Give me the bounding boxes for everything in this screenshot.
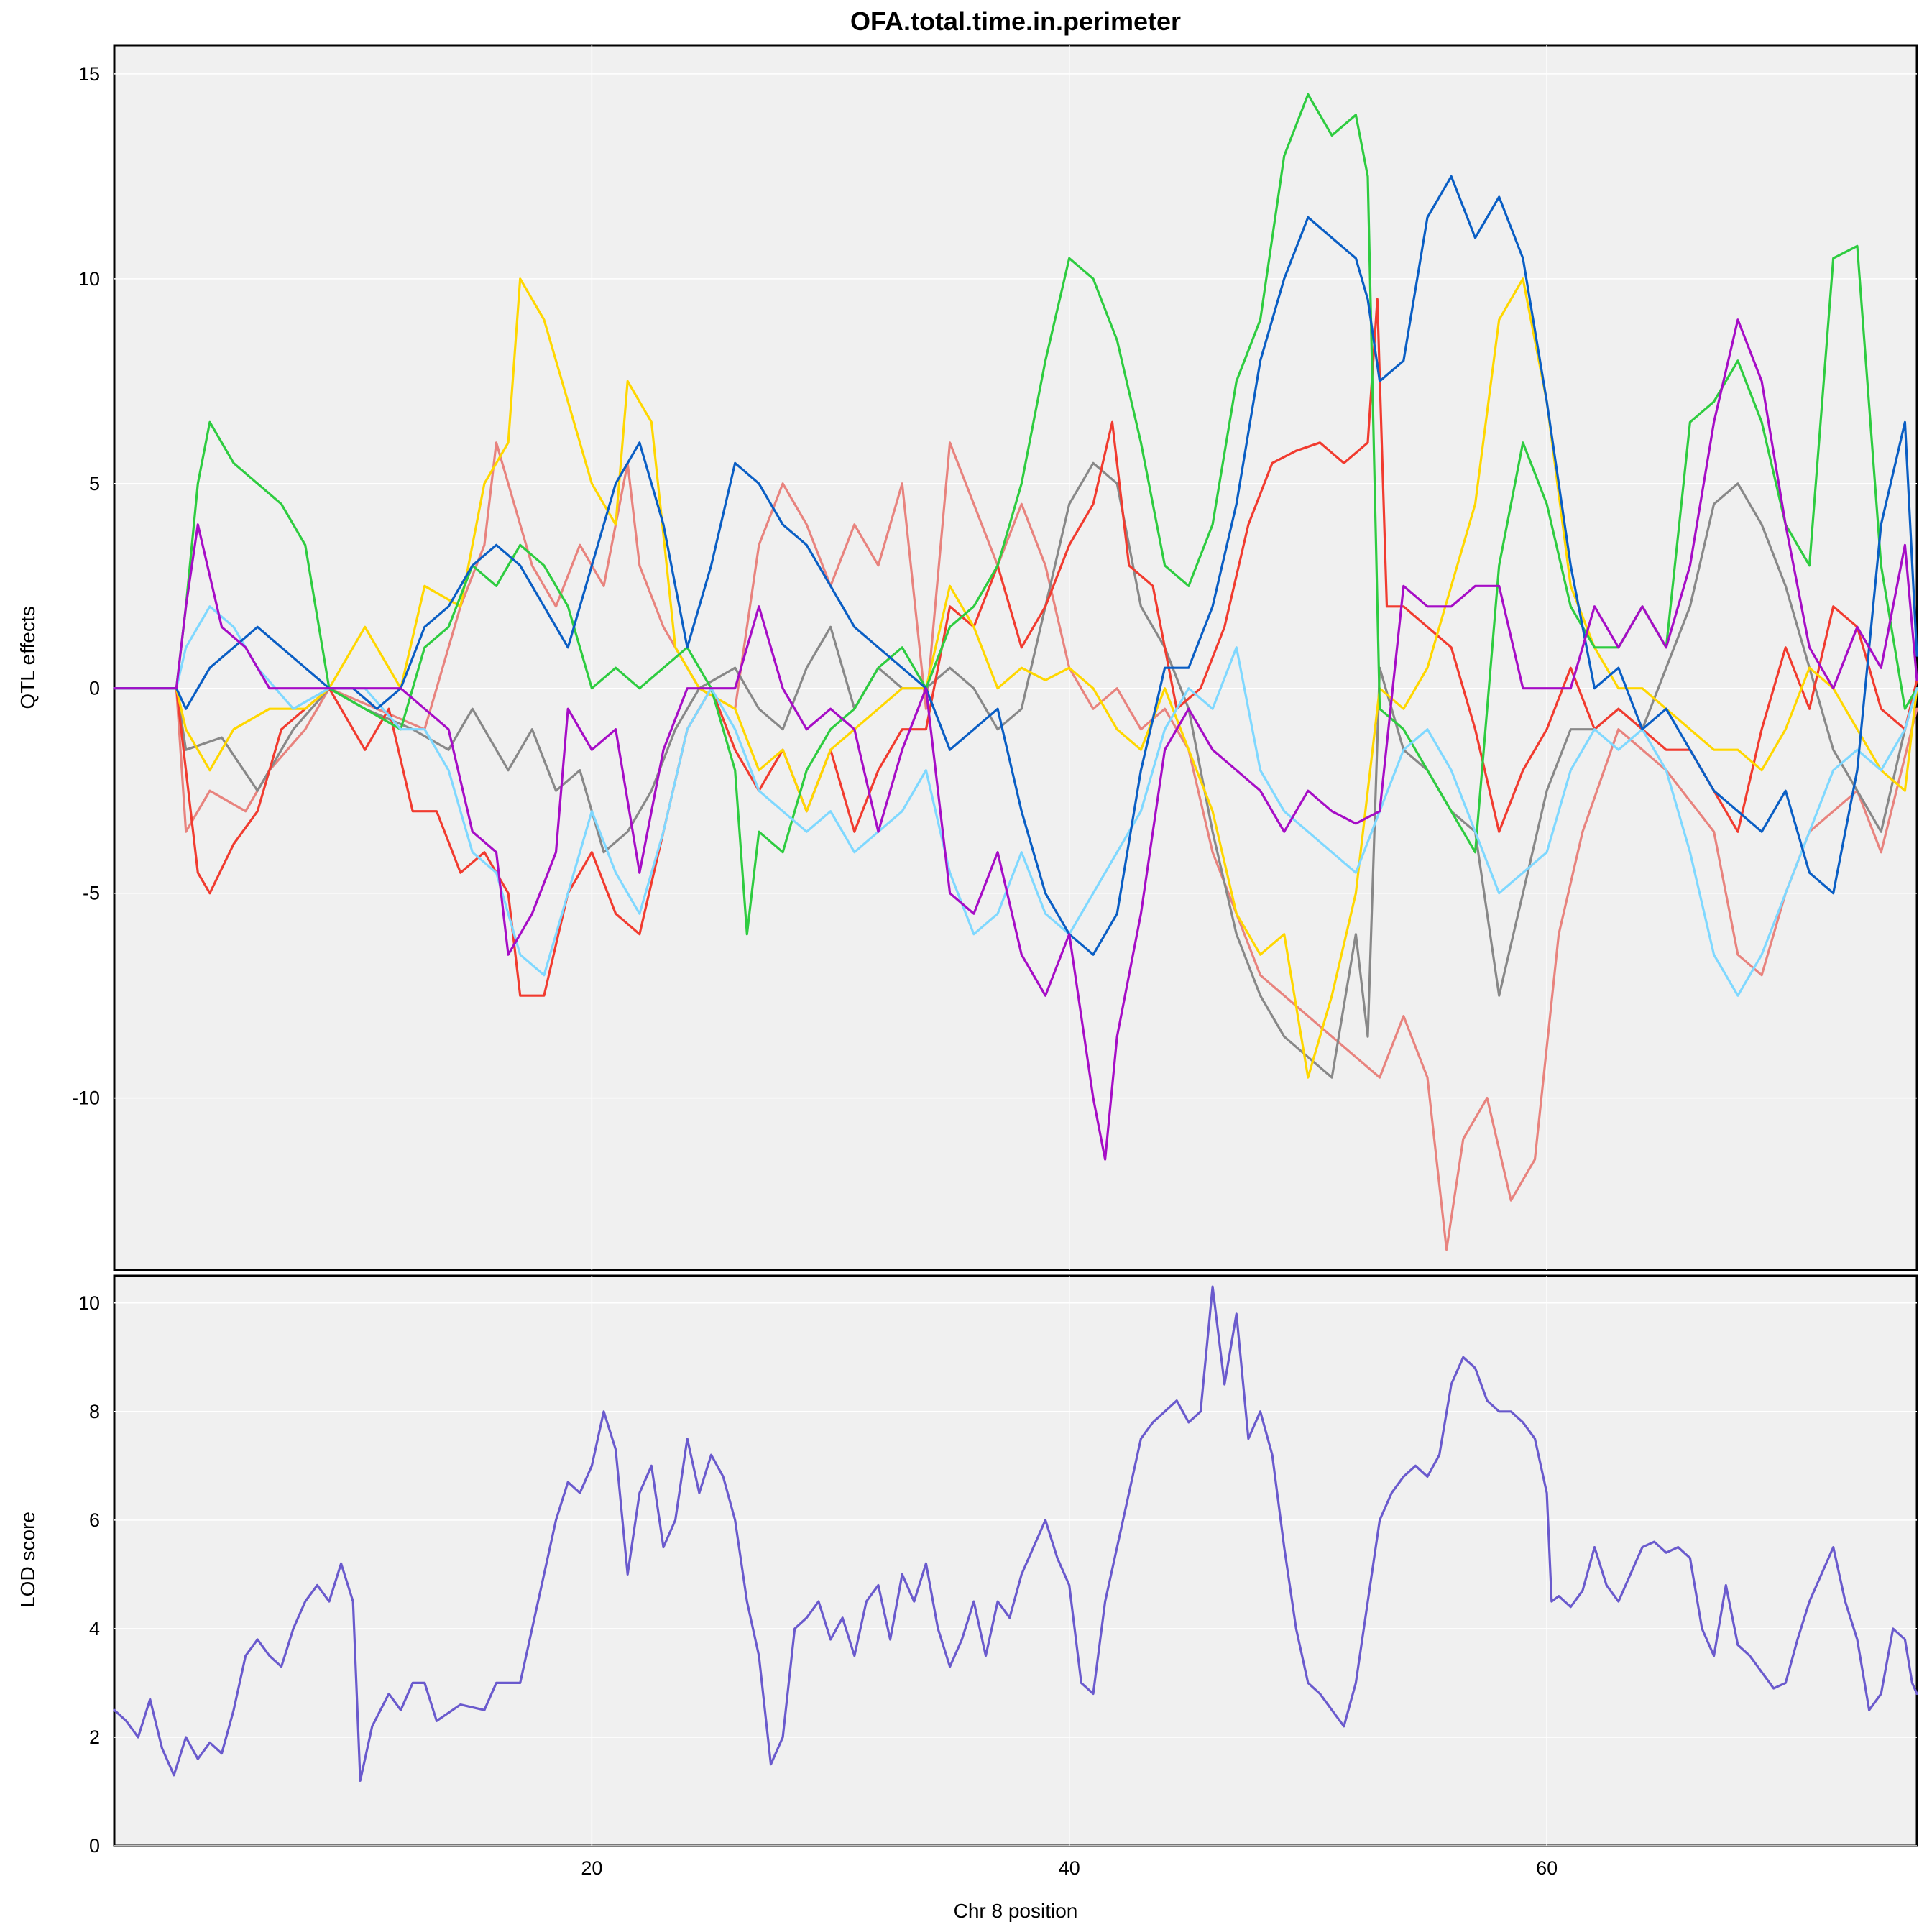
effects-y-tick-label: -5 (83, 883, 100, 904)
lod-y-ticks: 0 2 4 6 8 10 (78, 1292, 100, 1857)
effects-series-line-2 (113, 461, 1918, 1079)
lod-x-tick-label: 40 (1059, 1857, 1080, 1879)
effects-series-line-6 (113, 605, 1918, 997)
effects-y-tick-label: -10 (72, 1087, 100, 1109)
lod-y-axis-label: LOD score (17, 1512, 39, 1608)
effects-y-tick-label: 5 (89, 473, 100, 494)
lod-panel (113, 1274, 1918, 1847)
effects-series-line-4 (113, 277, 1918, 1079)
effects-series-line-7 (113, 175, 1918, 956)
lod-y-tick-label: 4 (89, 1618, 100, 1639)
x-axis-label: Chr 8 position (954, 1900, 1078, 1922)
effects-y-tick-label: 15 (78, 63, 100, 85)
lod-y-tick-label: 8 (89, 1401, 100, 1422)
effects-series-group (113, 93, 1918, 1251)
lod-y-tick-label: 0 (89, 1835, 100, 1857)
lod-x-ticks: 20 40 60 (581, 1857, 1558, 1879)
effects-panel (113, 44, 1918, 1271)
effects-grid (114, 45, 1917, 1270)
effects-y-tick-label: 10 (78, 268, 100, 290)
chart-title: OFA.total.time.in.perimeter (850, 6, 1181, 36)
effects-y-tick-label: 0 (89, 678, 100, 699)
lod-x-tick-label: 20 (581, 1857, 602, 1879)
lod-series-line-1 (113, 1285, 1918, 1782)
effects-y-axis-label: QTL effects (17, 606, 39, 709)
lod-y-tick-label: 10 (78, 1292, 100, 1314)
lod-y-tick-label: 2 (89, 1726, 100, 1748)
effects-series-line-3 (113, 298, 1918, 997)
lod-series-group (113, 1285, 1918, 1782)
effects-series-line-8 (113, 318, 1918, 1161)
effects-series-line-1 (113, 441, 1918, 1251)
lod-x-tick-label: 60 (1536, 1857, 1558, 1879)
lod-y-tick-label: 6 (89, 1509, 100, 1531)
lod-grid (114, 1276, 1917, 1846)
effects-y-ticks: -10 -5 0 5 10 15 (72, 63, 100, 1109)
